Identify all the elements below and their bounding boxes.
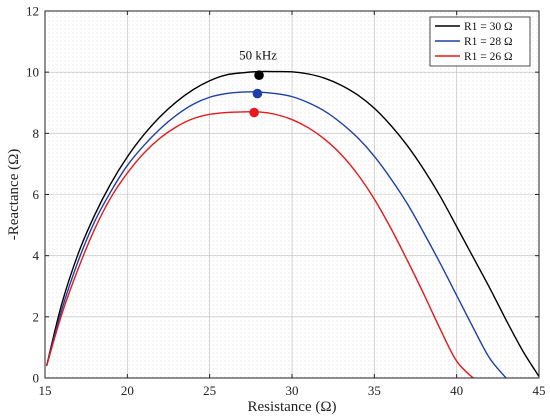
- x-tick-label: 35: [368, 383, 381, 398]
- y-tick-label: 8: [33, 126, 40, 141]
- frequency-annotation: 50 kHz: [239, 47, 277, 62]
- frequency-marker-3: [249, 107, 259, 118]
- y-tick-label: 12: [26, 4, 39, 19]
- series-line-3: [45, 111, 474, 379]
- y-tick-label: 10: [26, 65, 39, 80]
- y-axis-title: -Reactance (Ω): [6, 149, 22, 241]
- x-tick-label: 40: [450, 383, 463, 398]
- legend-label-2: R1 = 28 Ω: [464, 36, 513, 48]
- x-axis-title: Resistance (Ω): [247, 399, 336, 415]
- y-tick-label: 6: [33, 187, 40, 202]
- series-line-1: [45, 70, 540, 377]
- y-tick-label: 2: [33, 309, 40, 324]
- series-layer: [45, 70, 540, 379]
- marker-layer: [249, 70, 264, 118]
- legend: R1 = 30 Ω R1 = 28 Ω R1 = 26 Ω: [429, 16, 531, 67]
- series-line-2: [45, 91, 507, 379]
- x-tick-label: 30: [286, 383, 299, 398]
- frequency-marker-2: [252, 88, 263, 99]
- x-tick-label: 15: [39, 383, 52, 398]
- x-tick-label: 45: [533, 383, 546, 398]
- y-tick-label: 0: [33, 371, 40, 386]
- x-tick-label: 20: [121, 383, 134, 398]
- frequency-marker-1: [254, 70, 264, 81]
- y-tick-label: 4: [33, 248, 40, 263]
- legend-label-1: R1 = 30 Ω: [464, 21, 513, 33]
- ticks: 15 20 25 30 35 40 45 0 2 4 6 8 10 12: [26, 4, 546, 399]
- legend-label-3: R1 = 26 Ω: [464, 51, 513, 63]
- x-tick-label: 25: [203, 383, 216, 398]
